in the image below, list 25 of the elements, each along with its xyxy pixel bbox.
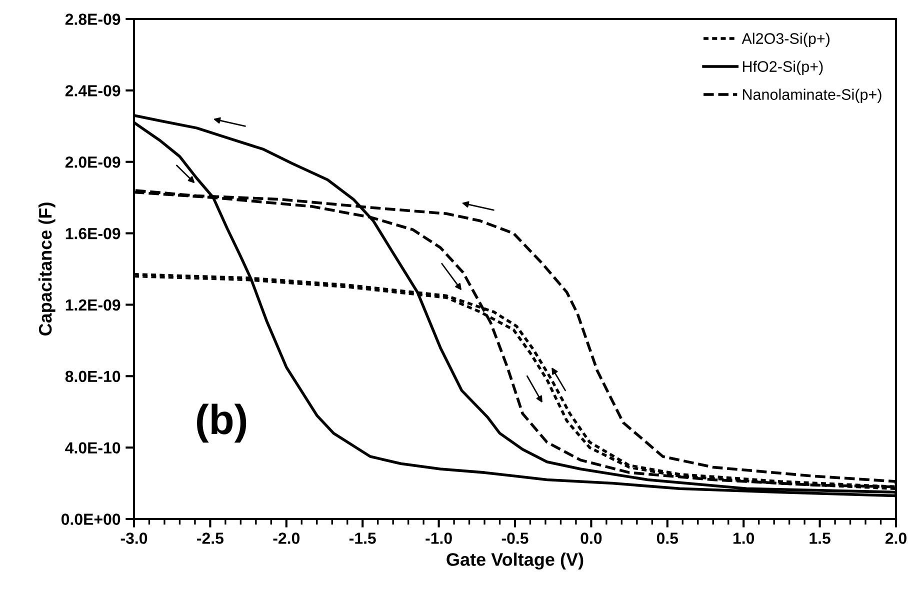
legend-label: HfO2-Si(p+)	[742, 60, 823, 75]
x-tick-label: 0.0	[580, 532, 602, 544]
x-axis-title: Gate Voltage (V)	[446, 552, 584, 570]
annotation: (b)	[197, 404, 246, 443]
y-axis-title: Capacitance (F)	[38, 202, 56, 336]
x-tick-label: -0.5	[502, 532, 528, 544]
x-tick-label: -2.0	[273, 532, 300, 544]
y-tick-label: 0.0E+00	[61, 514, 120, 525]
y-tick-label: 1.2E-09	[66, 299, 120, 311]
x-tick-label: 0.5	[656, 532, 678, 544]
x-tick-label: -1.0	[426, 532, 452, 544]
legend-label: Nanolaminate-Si(p+)	[742, 88, 882, 103]
y-tick-label: 2.4E-09	[65, 85, 120, 96]
y-tick-label: 2.0E-09	[65, 156, 120, 168]
y-tick-label: 4.0E-10	[65, 442, 120, 454]
x-tick-label: 1.5	[810, 532, 830, 544]
x-tick-label: -2.5	[197, 532, 224, 544]
x-tick-label: -3.0	[120, 532, 148, 544]
x-tick-label: -1.5	[349, 532, 376, 544]
x-tick-label: 1.0	[734, 532, 754, 544]
y-tick-label: 1.6E-09	[66, 228, 120, 240]
x-tick-label: 2.0	[885, 532, 906, 544]
legend-label: Al2O3-Si(p+)	[742, 32, 830, 47]
y-tick-label: 8.0E-10	[65, 370, 120, 382]
y-tick-label: 2.8E-09	[65, 14, 120, 25]
